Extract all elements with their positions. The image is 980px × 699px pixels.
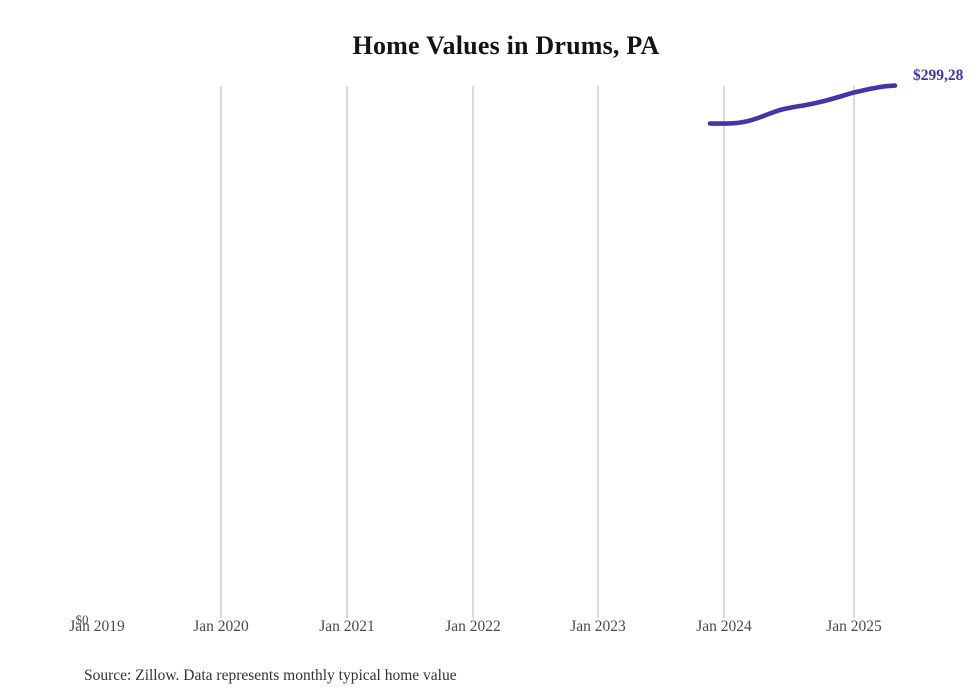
y-axis: $0 <box>75 612 89 627</box>
x-axis-tick-label: Jan 2024 <box>696 618 752 635</box>
x-axis-tick-label: Jan 2022 <box>445 618 501 635</box>
plot-area: $0 <box>75 83 898 627</box>
gridlines-layer <box>220 86 855 618</box>
data-series-layer <box>707 83 898 126</box>
source-footnote: Source: Zillow. Data represents monthly … <box>84 667 457 684</box>
x-axis-tick-label: Jan 2020 <box>193 618 249 635</box>
x-axis-tick-label: Jan 2025 <box>826 618 882 635</box>
vertical-gridlines <box>220 86 855 618</box>
home-value-line <box>707 83 898 126</box>
end-value-annotation: $299,28 <box>913 67 964 84</box>
x-axis-tick-label: Jan 2023 <box>570 618 626 635</box>
chart-title: Home Values in Drums, PA <box>352 31 660 60</box>
y-axis-tick-label: $0 <box>75 612 89 627</box>
x-axis-tick-label: Jan 2021 <box>319 618 375 635</box>
x-axis-tick-label: Jan 2019 <box>69 618 125 635</box>
x-axis: Jan 2019 Jan 2020 Jan 2021 Jan 2022 Jan 2023… <box>0 618 980 648</box>
